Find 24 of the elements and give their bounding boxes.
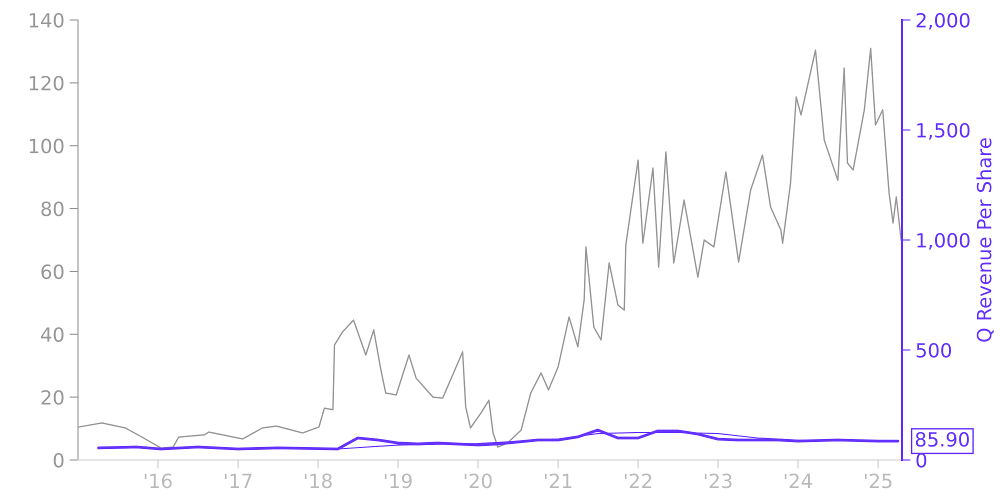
- x-tick-label: '19: [384, 474, 412, 488]
- y-tick-label: 120: [30, 76, 64, 91]
- y-tick-label: 0: [54, 452, 64, 468]
- x-tick-label: '24: [784, 474, 812, 488]
- data-label: 85.90: [916, 432, 969, 447]
- y-tick-label: 80: [41, 202, 64, 216]
- y-tick-label: 100: [30, 138, 64, 154]
- y-tick-label: 40: [41, 327, 64, 342]
- x-tick-label: '18: [304, 474, 332, 488]
- x-tick-label: '17: [224, 474, 252, 488]
- y-tick-label: 20: [41, 390, 64, 405]
- y2-tick-label: 500: [916, 342, 952, 358]
- x-tick-label: '16: [144, 474, 172, 488]
- x-tick-label: '22: [624, 474, 652, 488]
- y2-tick-label: 1,500: [917, 122, 970, 140]
- y2-tick-label: 1,000: [917, 232, 970, 250]
- x-tick-label: '23: [704, 474, 732, 488]
- x-tick-label: '20: [464, 474, 492, 488]
- y2-tick-label: 2,000: [916, 12, 970, 30]
- y-tick-label: 140: [30, 12, 64, 28]
- x-tick-label: '21: [544, 474, 572, 488]
- y2-axis-title: Q Revenue Per Share: [976, 138, 994, 342]
- x-tick-label: '25: [864, 474, 892, 488]
- y-tick-label: 60: [41, 264, 64, 280]
